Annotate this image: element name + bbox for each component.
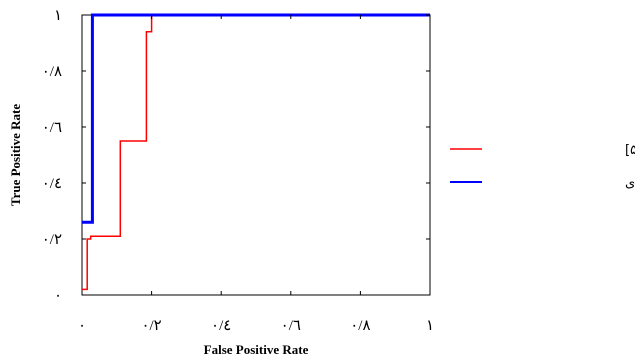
y-tick-label: ٠/٤	[42, 176, 62, 192]
series-lines	[82, 13, 430, 291]
series-line-0	[82, 14, 430, 291]
x-tick-label: ٠/٦	[281, 318, 301, 334]
legend: روش بکار رفته در[۵] روش پیشنهادی	[450, 143, 635, 191]
y-tick-label: ١	[54, 8, 62, 24]
series-line-1	[82, 13, 430, 224]
x-tick-label: ٠/٢	[141, 318, 161, 334]
plot-border	[81, 14, 431, 296]
plot-area	[81, 14, 431, 296]
axis-ticks: ٠ ٠/٢ ٠/٤ ٠/٦ ٠/٨ ١ ٠ ٠/٢ ٠/٤ ٠/٦ ٠/٨ ١	[42, 8, 434, 334]
x-tick-label: ١	[426, 318, 434, 334]
y-tick-label: ٠/٦	[42, 120, 62, 136]
y-tick-label: ٠/٨	[42, 64, 62, 80]
legend-label: روش بکار رفته در[۵]	[625, 143, 635, 158]
x-tick-label: ٠	[78, 318, 86, 334]
y-tick-label: ٠	[54, 288, 62, 304]
x-tick-label: ٠/٨	[350, 318, 370, 334]
y-tick-label: ٠/٢	[42, 232, 62, 248]
x-tick-label: ٠/٤	[211, 318, 231, 334]
legend-label: روش پیشنهادی	[625, 176, 635, 191]
x-axis-title: False Positive Rate	[204, 342, 309, 357]
y-axis-title: True Positive Rate	[8, 104, 23, 207]
